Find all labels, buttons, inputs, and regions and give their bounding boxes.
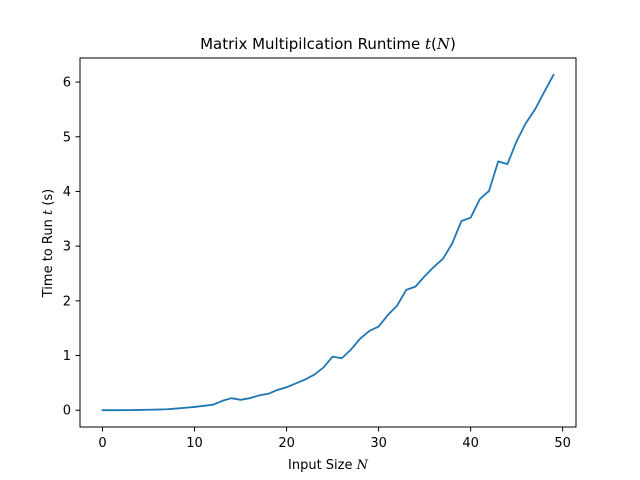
y-tick-label-4: 4 [63,185,71,200]
y-tick-label-3: 3 [63,240,71,255]
x-tick-label-20: 20 [278,436,295,451]
axes-frame [79,57,577,428]
y-axis-label-math: t [41,209,56,215]
x-axis-label-math: N [356,458,369,473]
x-tick-label-0: 0 [98,436,106,451]
x-tick-label-50: 50 [554,436,571,451]
y-tick-label-0: 0 [63,404,71,419]
y-tick-label-2: 2 [63,294,71,309]
x-axis-label-prefix: Input Size [288,458,357,473]
title-math-n: N [436,35,451,53]
y-tick-label-6: 6 [63,76,71,91]
x-tick-label-30: 30 [370,436,387,451]
y-tick-label-5: 5 [63,130,71,145]
title-math-t: t [425,35,432,53]
title-prefix: Matrix Multipilcation Runtime [200,35,425,53]
y-axis-label: Time to Run t (s) [41,189,56,299]
title-paren-open: ( [431,35,437,53]
chart-title: Matrix Multipilcation Runtime t(N) [200,35,456,53]
x-tick-label-10: 10 [186,436,203,451]
plot-area: 0 10 20 30 40 50 0 1 2 3 4 5 6 [63,57,577,451]
x-axis-label: Input Size N [288,458,369,473]
x-tick-label-40: 40 [462,436,479,451]
y-axis-label-suffix: (s) [41,189,56,210]
y-axis-label-prefix: Time to Run [41,215,56,298]
series-line-0 [101,73,555,412]
title-paren-close: ) [450,35,456,53]
y-tick-label-1: 1 [63,349,71,364]
